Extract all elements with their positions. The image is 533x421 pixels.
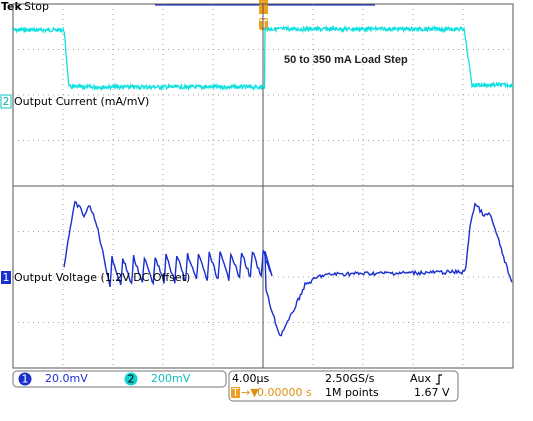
brand: Tek [1, 0, 23, 13]
sample-rate: 2.50GS/s [325, 372, 375, 385]
ch2-marker: 2 [3, 95, 10, 108]
ch2-number: 2 [128, 373, 135, 386]
trigger-position-box [231, 387, 240, 398]
ch2-marker-box [0, 94, 12, 109]
timebase-box [228, 370, 459, 402]
current-label: Output Current (mA/mV) [14, 95, 149, 108]
run-status: Stop [24, 0, 49, 13]
ch1-marker-box [1, 271, 11, 284]
trigger-slope-icon [436, 374, 442, 385]
ch2-badge [124, 372, 138, 386]
current-waveform [12, 24, 514, 92]
trigger-level: 1.67 V [414, 386, 450, 399]
voltage-waveform [63, 200, 513, 337]
trigger-arrow: →▼ [241, 386, 259, 399]
timebase: 4.00µs [232, 372, 269, 385]
trigger-source: Aux [410, 372, 431, 385]
ch1-scale: 20.0mV [45, 372, 88, 385]
trigger-marker: T [260, 18, 268, 31]
channel-box [12, 370, 227, 388]
voltage-label: Output Voltage (1.2V DC Offset) [14, 271, 190, 284]
trigger-position: 0.00000 s [257, 386, 312, 399]
ch1-number: 1 [22, 373, 29, 386]
record-length: 1M points [325, 386, 379, 399]
trigger-position-marker-label: T [231, 386, 239, 399]
ch1-marker: 1 [3, 271, 10, 284]
annotation: 50 to 350 mA Load Step [284, 54, 408, 66]
ch2-scale: 200mV [151, 372, 191, 385]
ch1-badge [18, 372, 32, 386]
